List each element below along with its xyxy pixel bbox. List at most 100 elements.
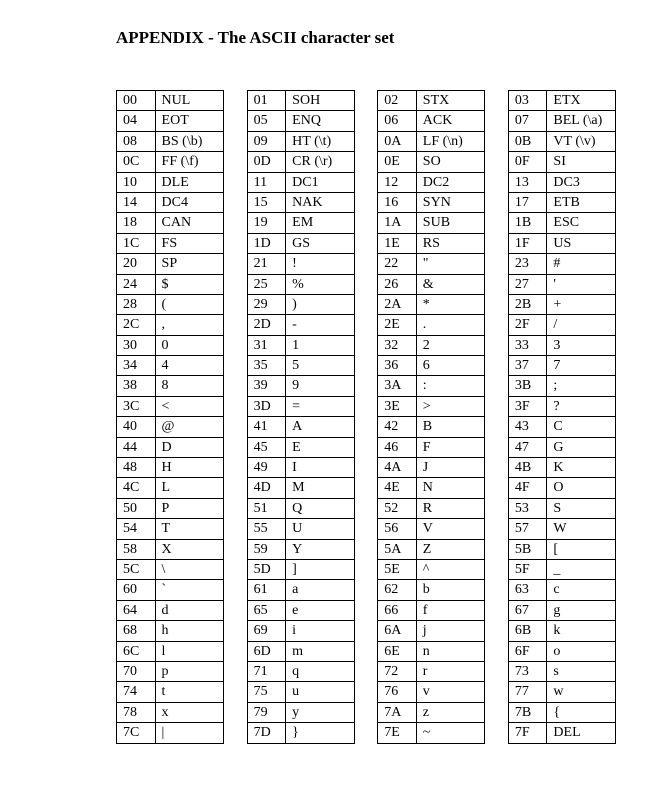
column-gap (354, 274, 378, 294)
ascii-name-cell: N (416, 478, 485, 498)
ascii-name-cell: _ (547, 559, 616, 579)
ascii-name-cell: SYN (416, 192, 485, 212)
ascii-name-cell: I (286, 458, 355, 478)
ascii-code-cell: 2F (508, 315, 547, 335)
table-row: 28(29)2A*2B+ (117, 294, 616, 314)
column-gap (224, 335, 248, 355)
ascii-name-cell: @ (155, 417, 224, 437)
ascii-code-cell: 46 (378, 437, 417, 457)
ascii-code-cell: 7F (508, 723, 547, 743)
ascii-code-cell: 44 (117, 437, 156, 457)
ascii-name-cell: , (155, 315, 224, 335)
ascii-name-cell: * (416, 294, 485, 314)
column-gap (485, 233, 509, 253)
column-gap (354, 294, 378, 314)
table-row: 78x79y7Az7B{ (117, 702, 616, 722)
column-gap (354, 396, 378, 416)
ascii-name-cell: CR (\r) (286, 152, 355, 172)
ascii-name-cell: ETB (547, 192, 616, 212)
ascii-name-cell: w (547, 682, 616, 702)
ascii-name-cell: RS (416, 233, 485, 253)
column-gap (354, 723, 378, 743)
ascii-code-cell: 6C (117, 641, 156, 661)
ascii-code-cell: 4A (378, 458, 417, 478)
column-gap (354, 641, 378, 661)
ascii-name-cell: 1 (286, 335, 355, 355)
ascii-code-cell: 14 (117, 192, 156, 212)
ascii-code-cell: 56 (378, 519, 417, 539)
ascii-name-cell: u (286, 682, 355, 702)
ascii-code-cell: 62 (378, 580, 417, 600)
ascii-name-cell: \ (155, 559, 224, 579)
column-gap (224, 192, 248, 212)
ascii-name-cell: 9 (286, 376, 355, 396)
ascii-name-cell: DC3 (547, 172, 616, 192)
ascii-name-cell: ACK (416, 111, 485, 131)
ascii-code-cell: 35 (247, 356, 286, 376)
ascii-name-cell: a (286, 580, 355, 600)
column-gap (224, 152, 248, 172)
table-row: 48H49I4AJ4BK (117, 458, 616, 478)
ascii-code-cell: 58 (117, 539, 156, 559)
column-gap (485, 213, 509, 233)
table-row: 10DLE11DC112DC213DC3 (117, 172, 616, 192)
ascii-code-cell: 23 (508, 254, 547, 274)
ascii-name-cell: [ (547, 539, 616, 559)
table-row: 7C|7D}7E~7FDEL (117, 723, 616, 743)
ascii-name-cell: o (547, 641, 616, 661)
column-gap (354, 682, 378, 702)
ascii-code-cell: 64 (117, 600, 156, 620)
ascii-code-cell: 1C (117, 233, 156, 253)
ascii-name-cell: % (286, 274, 355, 294)
column-gap (354, 498, 378, 518)
ascii-code-cell: 6D (247, 641, 286, 661)
table-row: 18CAN19EM1ASUB1BESC (117, 213, 616, 233)
column-gap (224, 213, 248, 233)
ascii-code-cell: 27 (508, 274, 547, 294)
ascii-name-cell: j (416, 621, 485, 641)
ascii-code-cell: 76 (378, 682, 417, 702)
ascii-code-cell: 68 (117, 621, 156, 641)
ascii-code-cell: 3D (247, 396, 286, 416)
ascii-code-cell: 2D (247, 315, 286, 335)
ascii-code-cell: 5F (508, 559, 547, 579)
column-gap (354, 172, 378, 192)
ascii-code-cell: 03 (508, 91, 547, 111)
ascii-name-cell: V (416, 519, 485, 539)
ascii-name-cell: D (155, 437, 224, 457)
ascii-code-cell: 57 (508, 519, 547, 539)
ascii-code-cell: 65 (247, 600, 286, 620)
table-row: 300311322333 (117, 335, 616, 355)
ascii-name-cell: H (155, 458, 224, 478)
column-gap (485, 315, 509, 335)
column-gap (485, 172, 509, 192)
ascii-code-cell: 0A (378, 131, 417, 151)
ascii-name-cell: CAN (155, 213, 224, 233)
ascii-name-cell: T (155, 519, 224, 539)
column-gap (224, 661, 248, 681)
ascii-code-cell: 3E (378, 396, 417, 416)
ascii-name-cell: 0 (155, 335, 224, 355)
ascii-name-cell: K (547, 458, 616, 478)
ascii-code-cell: 17 (508, 192, 547, 212)
column-gap (354, 661, 378, 681)
ascii-code-cell: 5E (378, 559, 417, 579)
table-row: 24$25%26&27' (117, 274, 616, 294)
ascii-code-cell: 0F (508, 152, 547, 172)
column-gap (224, 702, 248, 722)
ascii-code-cell: 16 (378, 192, 417, 212)
ascii-code-cell: 5C (117, 559, 156, 579)
table-row: 1CFS1DGS1ERS1FUS (117, 233, 616, 253)
ascii-name-cell: k (547, 621, 616, 641)
column-gap (224, 600, 248, 620)
ascii-code-cell: 04 (117, 111, 156, 131)
ascii-name-cell: ! (286, 254, 355, 274)
ascii-code-cell: 32 (378, 335, 417, 355)
column-gap (224, 172, 248, 192)
table-row: 2C,2D-2E.2F/ (117, 315, 616, 335)
column-gap (354, 376, 378, 396)
column-gap (354, 152, 378, 172)
column-gap (485, 131, 509, 151)
ascii-code-cell: 5D (247, 559, 286, 579)
ascii-code-cell: 7E (378, 723, 417, 743)
